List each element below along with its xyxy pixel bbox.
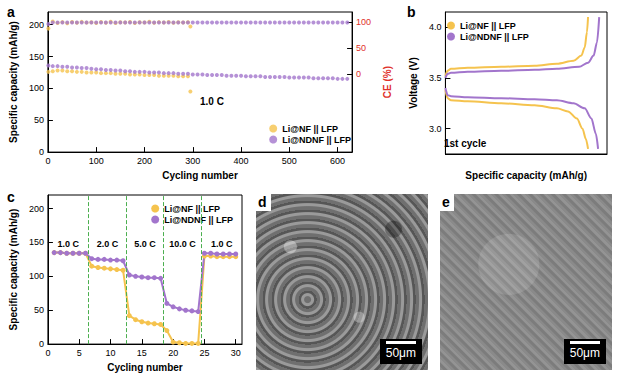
svg-text:Li@NF || LFP: Li@NF || LFP — [460, 21, 516, 31]
svg-text:10: 10 — [106, 348, 116, 358]
svg-text:0: 0 — [356, 69, 361, 79]
svg-text:Cycling number: Cycling number — [107, 362, 183, 373]
svg-text:400: 400 — [234, 156, 249, 166]
svg-text:Specific capacity (mAh/g): Specific capacity (mAh/g) — [8, 209, 19, 331]
svg-text:0: 0 — [39, 147, 44, 157]
svg-text:150: 150 — [29, 237, 44, 247]
svg-text:Li@NF || LFP: Li@NF || LFP — [282, 124, 338, 134]
svg-text:100: 100 — [89, 156, 104, 166]
svg-text:Voltage (V): Voltage (V) — [408, 57, 419, 108]
svg-text:300: 300 — [185, 156, 200, 166]
svg-text:b: b — [407, 4, 416, 20]
html-text:e: e — [442, 194, 450, 210]
html-text:d: d — [258, 194, 267, 210]
svg-text:25: 25 — [199, 348, 209, 358]
svg-text:1st cycle: 1st cycle — [444, 138, 487, 149]
svg-text:50: 50 — [356, 43, 366, 53]
svg-text:20: 20 — [168, 348, 178, 358]
svg-text:Li@NDNF || LFP: Li@NDNF || LFP — [164, 215, 233, 225]
html-text:50μm: 50μm — [385, 346, 416, 360]
svg-text:CE (%): CE (%) — [382, 66, 393, 98]
svg-text:5: 5 — [77, 348, 82, 358]
svg-text:2.0 C: 2.0 C — [97, 239, 119, 249]
svg-text:c: c — [7, 189, 15, 205]
svg-text:200: 200 — [29, 20, 44, 30]
svg-text:3.5: 3.5 — [429, 73, 442, 83]
svg-text:50: 50 — [34, 115, 44, 125]
svg-text:1.0 C: 1.0 C — [200, 96, 224, 107]
svg-text:Specific capacity (mAh/g): Specific capacity (mAh/g) — [8, 21, 19, 143]
svg-text:500: 500 — [282, 156, 297, 166]
svg-text:100: 100 — [29, 271, 44, 281]
svg-text:0: 0 — [45, 348, 50, 358]
svg-text:Specific capacity (mAh/g): Specific capacity (mAh/g) — [465, 170, 587, 181]
svg-text:10.0 C: 10.0 C — [169, 239, 196, 249]
svg-text:4.0: 4.0 — [429, 22, 442, 32]
svg-text:100: 100 — [356, 17, 371, 27]
svg-text:Li@NDNF || LFP: Li@NDNF || LFP — [460, 32, 529, 42]
svg-text:5.0 C: 5.0 C — [134, 239, 156, 249]
svg-text:Cycling number: Cycling number — [162, 170, 238, 181]
svg-text:200: 200 — [137, 156, 152, 166]
svg-text:1.0 C: 1.0 C — [211, 239, 233, 249]
svg-text:3.0: 3.0 — [429, 124, 442, 134]
svg-text:0: 0 — [45, 156, 50, 166]
html-text:50μm: 50μm — [569, 346, 600, 360]
svg-text:Li@NF || LFP: Li@NF || LFP — [164, 204, 220, 214]
svg-text:100: 100 — [29, 83, 44, 93]
svg-text:0: 0 — [39, 339, 44, 349]
svg-text:a: a — [7, 4, 15, 20]
svg-text:30: 30 — [231, 348, 241, 358]
svg-text:200: 200 — [29, 204, 44, 214]
svg-text:Li@NDNF || LFP: Li@NDNF || LFP — [282, 135, 351, 145]
svg-text:50: 50 — [34, 305, 44, 315]
svg-text:150: 150 — [29, 52, 44, 62]
svg-text:1.0 C: 1.0 C — [58, 239, 80, 249]
svg-text:600: 600 — [330, 156, 345, 166]
svg-text:15: 15 — [137, 348, 147, 358]
